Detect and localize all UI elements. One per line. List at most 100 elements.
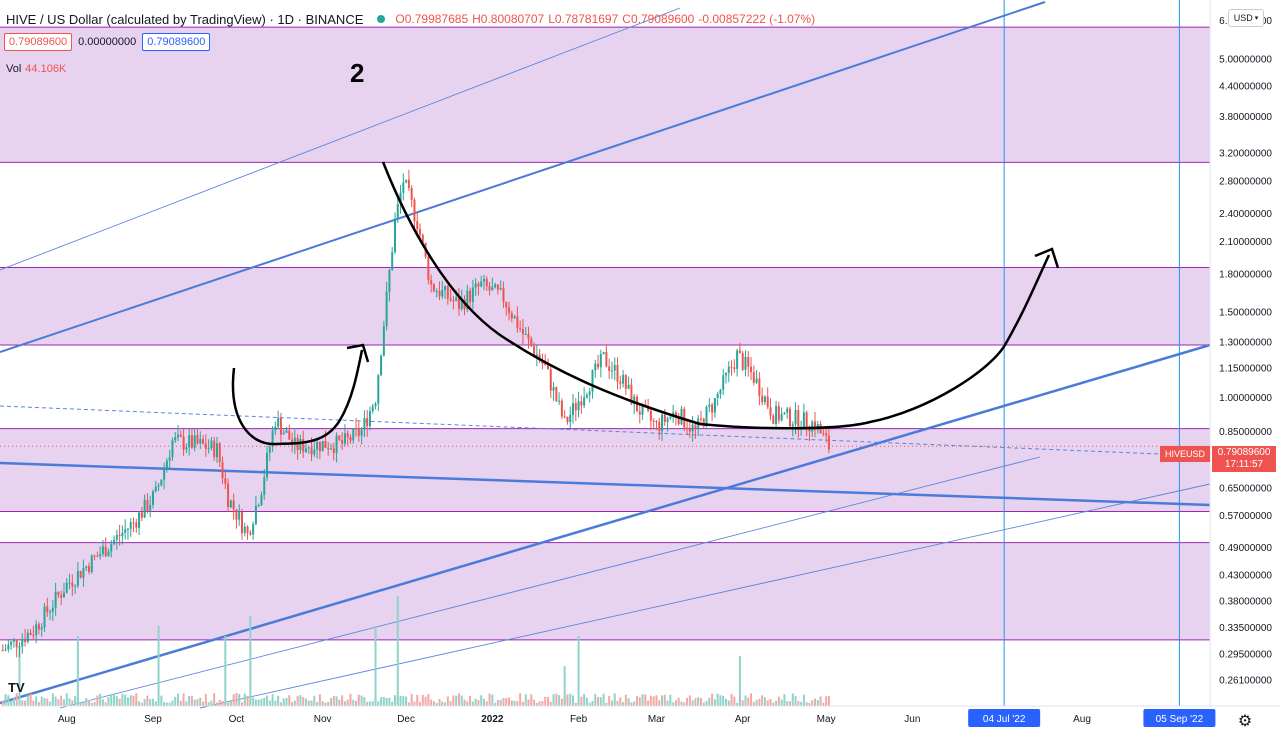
volume-bar <box>599 697 602 706</box>
volume-bar <box>221 700 224 706</box>
x-tick-label: Sep <box>144 714 162 725</box>
y-tick-label: 1.80000000 <box>1219 269 1272 280</box>
candle-body <box>1 650 4 652</box>
candle-body <box>393 219 396 252</box>
chart-title[interactable]: HIVE / US Dollar (calculated by TradingV… <box>6 11 364 27</box>
horizontal-support-line <box>0 461 1211 507</box>
volume-bar <box>268 700 271 706</box>
candle-body <box>224 478 227 484</box>
volume-legend: Vol 44.106K <box>6 63 66 75</box>
candle-body <box>121 532 124 537</box>
candle-body <box>788 408 791 427</box>
volume-bar <box>772 702 775 706</box>
candle-body <box>716 393 719 399</box>
candle-body <box>213 440 216 458</box>
volume-bar <box>124 694 127 706</box>
ohlc-low: L0.78781697 <box>548 12 619 26</box>
y-tick-label: 4.40000000 <box>1219 81 1272 92</box>
volume-bar <box>254 699 257 706</box>
volume-bar <box>385 697 388 706</box>
volume-bar <box>808 702 811 706</box>
volume-bar <box>510 700 513 706</box>
volume-bar <box>146 695 149 706</box>
volume-bar <box>371 701 374 706</box>
candle-body <box>527 334 530 339</box>
candle-body <box>90 555 93 572</box>
candle-body <box>508 307 511 314</box>
gear-icon[interactable]: ⚙ <box>1237 713 1253 730</box>
candle-body <box>666 418 669 423</box>
y-tick-label: 1.15000000 <box>1219 363 1272 374</box>
volume-bar <box>691 700 694 706</box>
candle-body <box>727 366 730 373</box>
volume-bar <box>488 693 491 706</box>
candle-body <box>457 297 460 310</box>
candle-body <box>279 417 282 435</box>
time-axis-ticks: Aug Sep Oct Nov Dec 2022 Feb Mar Apr May Jun 04 Jul… <box>58 709 1216 727</box>
candle-body <box>380 355 383 376</box>
volume-bar <box>229 699 232 706</box>
candle-body <box>129 522 132 529</box>
volume-bar <box>54 696 57 706</box>
volume-bar <box>530 694 533 706</box>
candle-body <box>107 551 110 557</box>
candle-body <box>49 611 52 613</box>
volume-bar <box>360 695 363 706</box>
candle-body <box>808 427 811 432</box>
volume-bar <box>35 696 38 706</box>
spread-value: 0.00000000 <box>78 36 137 48</box>
volume-bar <box>4 694 7 706</box>
candle-body <box>385 291 388 327</box>
candle-body <box>165 460 168 469</box>
volume-bar <box>282 698 285 706</box>
volume-bar <box>288 695 291 706</box>
candle-body <box>271 430 274 448</box>
volume-bar <box>541 701 544 706</box>
currency-selector[interactable]: USD ▾ <box>1228 9 1264 27</box>
sell-price-box[interactable]: 0.79089600 <box>4 33 73 51</box>
candle-body <box>138 512 141 528</box>
candle-body <box>29 632 32 635</box>
candle-body <box>76 570 79 586</box>
volume-bar <box>457 693 460 706</box>
candle-body <box>410 188 413 200</box>
candle-body <box>825 433 828 436</box>
candle-body <box>32 634 35 636</box>
volume-bar <box>121 693 124 706</box>
volume-bar <box>190 695 193 706</box>
volume-bar <box>752 701 755 706</box>
dashed-trend-line <box>0 405 1161 455</box>
candle-body <box>655 421 658 423</box>
y-tick-label: 2.10000000 <box>1219 237 1272 248</box>
buy-price-box[interactable]: 0.79089600 <box>142 33 211 51</box>
volume-bar <box>755 699 758 706</box>
main-support-line <box>0 343 1211 705</box>
candle-body <box>805 412 808 428</box>
candle-body <box>157 485 160 487</box>
volume-bar <box>377 701 380 706</box>
candle-body <box>149 504 152 511</box>
volume-spike <box>563 666 566 706</box>
volume-bar <box>583 693 586 706</box>
cup-curve-large <box>381 161 1051 430</box>
candle-body <box>335 435 338 453</box>
volume-bar <box>730 693 733 706</box>
candle-body <box>96 555 99 557</box>
volume-bar <box>210 700 213 706</box>
volume-bars <box>1 596 830 706</box>
candle-body <box>630 384 633 405</box>
volume-bar <box>533 699 536 706</box>
volume-bar <box>699 697 702 706</box>
volume-bar <box>140 702 143 706</box>
candle-body <box>713 398 716 413</box>
volume-bar <box>552 694 555 706</box>
volume-bar <box>193 699 196 706</box>
candle-body <box>686 427 689 429</box>
volume-bar <box>332 696 335 706</box>
volume-bar <box>160 695 163 706</box>
candle-body <box>569 414 572 423</box>
candle-body <box>104 546 107 557</box>
volume-bar <box>624 694 627 706</box>
candle-body <box>110 544 113 552</box>
